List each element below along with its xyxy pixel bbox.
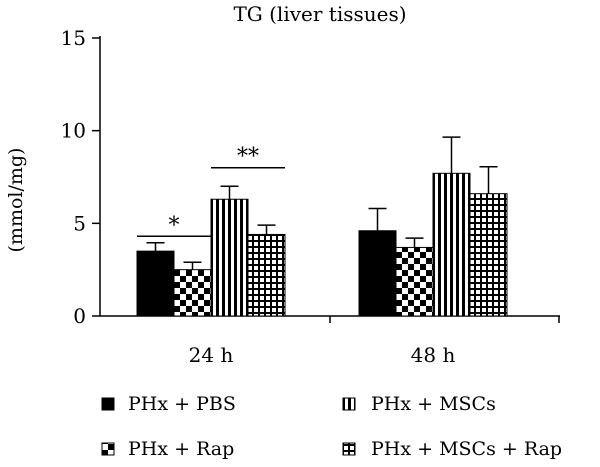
chart-title: TG (liver tissues) xyxy=(233,2,406,26)
legend-label-phx-rap: PHx + Rap xyxy=(128,438,234,460)
x-tick-label: 24 h xyxy=(189,343,234,367)
legend-label-phx-msc-rap: PHx + MSCs + Rap xyxy=(371,438,562,460)
y-tick-label: 5 xyxy=(73,211,86,235)
significance-marker: ** xyxy=(237,145,259,170)
legend-swatch-phx-pbs xyxy=(101,397,115,411)
bar-phx-mscs-rap-48-h xyxy=(469,193,508,317)
bar-phx-mscs-rap-24-h xyxy=(247,233,286,317)
bar-phx-mscs-48-h xyxy=(432,172,471,317)
legend-label-phx-msc: PHx + MSCs xyxy=(371,393,496,415)
bar-phx-pbs-48-h xyxy=(358,230,397,317)
bar-phx-rap-24-h xyxy=(173,269,212,317)
legend-swatch-phx-msc xyxy=(342,397,356,411)
bar-phx-rap-48-h xyxy=(395,246,434,317)
y-tick-label: 0 xyxy=(73,304,86,328)
legend-swatch-phx-rap xyxy=(101,442,115,456)
significance-marker: * xyxy=(169,213,180,238)
y-axis-label: (mmol/mg) xyxy=(5,148,27,253)
y-tick-label: 10 xyxy=(61,119,86,143)
legend-swatch-phx-msc-rap xyxy=(342,442,356,456)
bar-phx-mscs-24-h xyxy=(210,198,249,317)
y-tick-label: 15 xyxy=(61,26,86,50)
bar-phx-pbs-24-h xyxy=(136,250,175,317)
x-tick-label: 48 h xyxy=(411,343,456,367)
legend-label-phx-pbs: PHx + PBS xyxy=(128,393,236,415)
